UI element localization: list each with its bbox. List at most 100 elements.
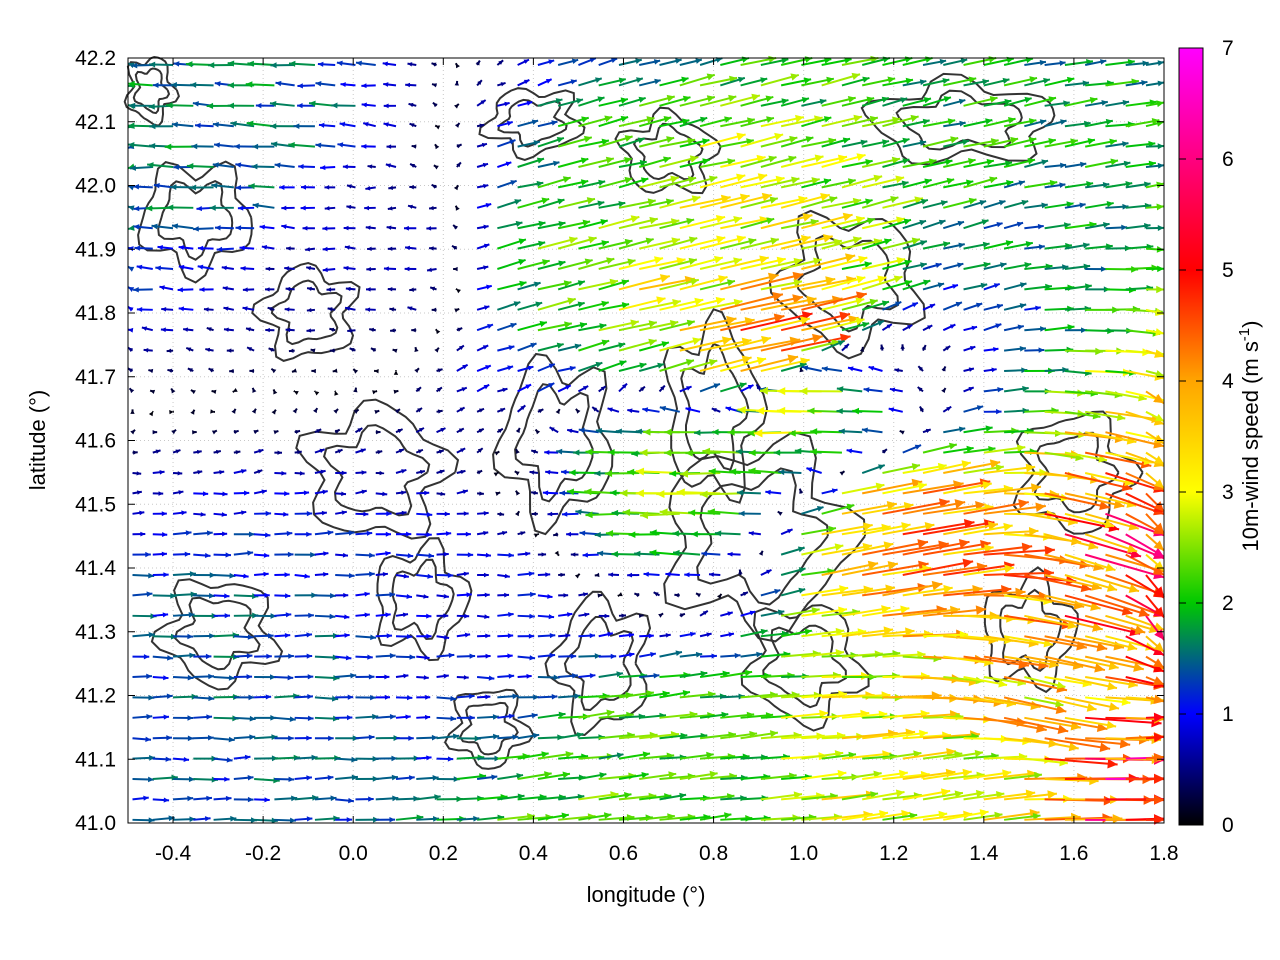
wind-arrow bbox=[493, 471, 500, 477]
wind-arrow bbox=[699, 382, 721, 393]
wind-arrow-head bbox=[364, 612, 370, 618]
wind-arrow bbox=[1145, 574, 1165, 598]
wind-arrow bbox=[160, 327, 174, 333]
wind-arrow bbox=[640, 511, 680, 519]
wind-arrow bbox=[801, 585, 849, 597]
wind-arrow-head bbox=[622, 383, 628, 389]
wind-arrow bbox=[245, 327, 255, 332]
wind-arrow bbox=[578, 653, 601, 659]
wind-arrow-head bbox=[443, 634, 450, 640]
wind-arrow-head bbox=[996, 409, 1002, 415]
wind-arrow-head bbox=[148, 817, 155, 824]
wind-arrow-head bbox=[477, 470, 483, 475]
wind-arrow-head bbox=[868, 365, 875, 371]
wind-arrow bbox=[274, 776, 295, 783]
wind-arrow bbox=[335, 552, 349, 558]
wind-arrow bbox=[456, 693, 475, 699]
wind-arrow bbox=[375, 430, 381, 435]
wind-arrow-head bbox=[351, 774, 358, 781]
wind-arrow bbox=[707, 508, 741, 516]
wind-arrow-head bbox=[265, 327, 270, 333]
wind-arrow bbox=[983, 346, 999, 352]
wind-arrow bbox=[684, 572, 701, 578]
wind-arrow bbox=[456, 447, 466, 454]
wind-arrow-head bbox=[273, 430, 279, 435]
wind-arrow-head bbox=[411, 328, 416, 333]
wind-arrow bbox=[943, 459, 1001, 474]
wind-arrow-head bbox=[407, 306, 413, 311]
wind-arrow bbox=[537, 812, 570, 821]
wind-arrow bbox=[618, 296, 666, 311]
wind-arrow bbox=[537, 198, 565, 209]
wind-arrow bbox=[477, 510, 489, 516]
wind-arrow bbox=[537, 321, 573, 332]
wind-arrow-head bbox=[975, 789, 985, 798]
wind-arrow bbox=[456, 489, 469, 495]
wind-arrow-head bbox=[1087, 541, 1099, 550]
wind-arrow bbox=[618, 652, 635, 658]
wind-arrow bbox=[497, 633, 514, 639]
wind-arrow-head bbox=[688, 236, 698, 244]
wind-arrow-head bbox=[128, 306, 134, 312]
wind-arrow-head bbox=[1127, 642, 1138, 652]
wind-arrow bbox=[1044, 614, 1103, 632]
wind-arrow bbox=[585, 511, 620, 519]
wind-arrow-head bbox=[175, 449, 181, 454]
wind-arrow bbox=[314, 613, 336, 620]
wind-arrow bbox=[1024, 696, 1064, 708]
wind-arrow bbox=[143, 348, 153, 353]
wind-arrow bbox=[497, 734, 519, 740]
wind-arrow bbox=[497, 673, 515, 679]
wind-arrow-head bbox=[145, 205, 153, 212]
wind-arrow-head bbox=[914, 196, 923, 204]
wind-arrow-head bbox=[955, 301, 962, 308]
wind-arrow bbox=[294, 653, 313, 659]
wind-arrow bbox=[943, 445, 974, 454]
wind-arrow bbox=[882, 259, 912, 270]
wind-arrow-head bbox=[528, 633, 535, 639]
wind-arrow bbox=[335, 756, 358, 763]
wind-arrow-shaft bbox=[720, 274, 779, 291]
wind-arrow-head bbox=[223, 306, 229, 311]
wind-arrow bbox=[302, 225, 315, 231]
wind-arrow-head bbox=[981, 219, 989, 226]
wind-arrow bbox=[233, 468, 247, 474]
wind-arrow bbox=[233, 550, 254, 556]
wind-arrow-head bbox=[349, 347, 355, 352]
wind-arrow bbox=[281, 205, 295, 211]
wind-arrow bbox=[1044, 201, 1074, 209]
wind-arrow bbox=[720, 632, 735, 638]
wind-arrow-head bbox=[1082, 242, 1090, 249]
wind-arrow-head bbox=[887, 561, 898, 571]
wind-arrow bbox=[1044, 716, 1108, 732]
wind-arrow-head bbox=[391, 774, 398, 781]
wind-arrow bbox=[821, 197, 862, 209]
wind-arrow bbox=[178, 245, 194, 251]
wind-arrow bbox=[386, 225, 397, 230]
wind-arrow bbox=[618, 177, 649, 189]
wind-arrow-head bbox=[672, 299, 681, 307]
wind-arrow bbox=[594, 572, 600, 578]
wind-arrow-head bbox=[846, 503, 855, 511]
wind-arrow bbox=[395, 408, 401, 414]
wind-arrow-head bbox=[288, 776, 295, 783]
wind-arrow bbox=[1024, 305, 1041, 311]
wind-arrow bbox=[740, 196, 779, 209]
wind-arrow bbox=[233, 817, 258, 824]
wind-arrow bbox=[1024, 737, 1079, 752]
wind-arrow bbox=[740, 354, 799, 372]
wind-arrow-head bbox=[183, 327, 189, 332]
wind-arrow bbox=[659, 337, 702, 352]
wind-arrow bbox=[902, 558, 974, 576]
wind-arrow bbox=[517, 383, 532, 393]
wind-arrow bbox=[1145, 655, 1165, 669]
wind-arrow bbox=[355, 755, 379, 762]
wind-arrow bbox=[372, 390, 378, 395]
wind-arrow-head bbox=[487, 323, 494, 329]
wind-arrow bbox=[841, 198, 873, 209]
wind-arrow bbox=[598, 752, 624, 760]
wind-arrow-head bbox=[298, 164, 304, 170]
wind-arrow-shaft bbox=[902, 501, 966, 515]
wind-arrow bbox=[335, 530, 355, 536]
wind-arrow-head bbox=[281, 224, 287, 230]
